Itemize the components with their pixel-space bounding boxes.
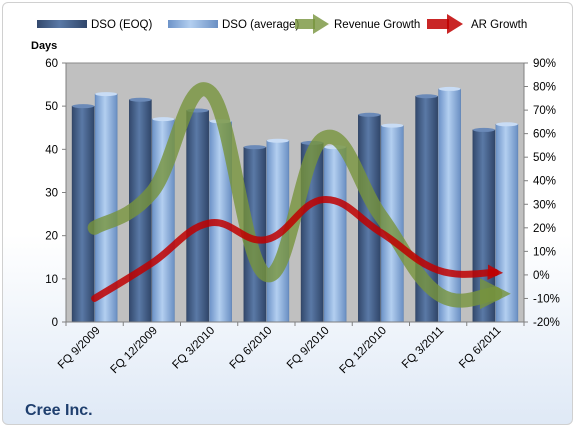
x-tick-label: FQ 9/2009 — [56, 325, 103, 372]
bar-dso-average-fq-3-2011 — [438, 88, 461, 323]
x-tick-label: FQ 6/2011 — [457, 325, 503, 371]
y-left-tick-label: 0 — [52, 317, 58, 329]
x-tick-label: FQ 3/2011 — [400, 325, 446, 371]
y-left-tick-label: 20 — [45, 231, 58, 243]
y-left-tick-label: 10 — [45, 274, 58, 286]
bar-cap-dso-average-fq-6-2010 — [266, 138, 289, 143]
bar-cap-dso-average-fq-12-2009 — [152, 117, 175, 122]
y-left-tick-label: 50 — [45, 101, 58, 113]
y-right-tick-label: 80% — [533, 82, 556, 94]
x-tick-label: FQ 12/2009 — [109, 325, 160, 376]
bar-cap-dso-average-fq-3-2011 — [438, 86, 461, 91]
bar-cap-dso-eoq-fq-6-2010 — [243, 145, 266, 150]
y-right-tick-label: 70% — [533, 105, 556, 117]
lines-layer — [87, 82, 511, 310]
y-right-tick-label: 60% — [533, 129, 556, 141]
chart-canvas: DSO (EOQ) DSO (average) Revenue Growth A… — [31, 14, 560, 376]
x-tick-label: FQ 3/2010 — [170, 325, 217, 372]
x-tick-label: FQ 6/2010 — [228, 325, 275, 372]
bar-cap-dso-eoq-fq-12-2009 — [129, 97, 152, 102]
y-right-tick-label: 50% — [533, 152, 556, 164]
legend-label-ar-growth: AR Growth — [471, 19, 527, 31]
bar-cap-dso-average-fq-6-2011 — [495, 122, 518, 127]
legend-label-dso-average: DSO (average) — [222, 19, 300, 31]
line-ar-growth — [91, 196, 504, 302]
legend-swatch-dso-average — [168, 20, 218, 28]
bar-cap-dso-average-fq-9-2009 — [95, 92, 118, 97]
x-tick-label: FQ 12/2010 — [338, 325, 389, 376]
y-right-tick-label: -20% — [533, 317, 560, 329]
bar-cap-dso-eoq-fq-12-2010 — [358, 112, 381, 117]
bar-dso-average-fq-9-2010 — [323, 146, 347, 323]
bar-dso-eoq-fq-9-2009 — [71, 105, 95, 323]
legend-swatch-dso-eoq — [37, 20, 87, 28]
legend-label-revenue-growth: Revenue Growth — [334, 19, 420, 31]
legend-swatch-revenue-growth — [295, 14, 329, 34]
y-axis-left-title: Days — [31, 40, 57, 52]
line-revenue-growth — [87, 82, 511, 310]
bar-dso-eoq-fq-3-2010 — [186, 110, 209, 323]
bar-cap-dso-average-fq-12-2010 — [381, 123, 404, 128]
y-right-tick-label: 90% — [533, 58, 556, 70]
bar-cap-dso-eoq-fq-3-2011 — [415, 94, 438, 99]
y-left-tick-label: 60 — [45, 58, 58, 70]
y-right-tick-label: 40% — [533, 176, 556, 188]
bar-cap-dso-eoq-fq-6-2011 — [472, 127, 495, 132]
y-left-tick-label: 30 — [45, 188, 58, 200]
y-right-tick-label: 0% — [533, 270, 550, 282]
bar-cap-dso-eoq-fq-9-2009 — [72, 104, 95, 109]
x-tick-label: FQ 9/2010 — [285, 325, 332, 372]
y-right-tick-label: -10% — [533, 293, 560, 305]
company-name: Cree Inc. — [25, 402, 93, 419]
y-right-tick-label: 10% — [533, 246, 556, 258]
y-right-tick-label: 20% — [533, 223, 556, 235]
y-right-tick-label: 30% — [533, 199, 556, 211]
legend-label-dso-eoq: DSO (EOQ) — [91, 19, 153, 31]
chart-legend: DSO (EOQ) DSO (average) Revenue Growth A… — [37, 14, 527, 34]
legend-swatch-ar-growth — [427, 14, 463, 34]
y-left-tick-label: 40 — [45, 144, 58, 156]
